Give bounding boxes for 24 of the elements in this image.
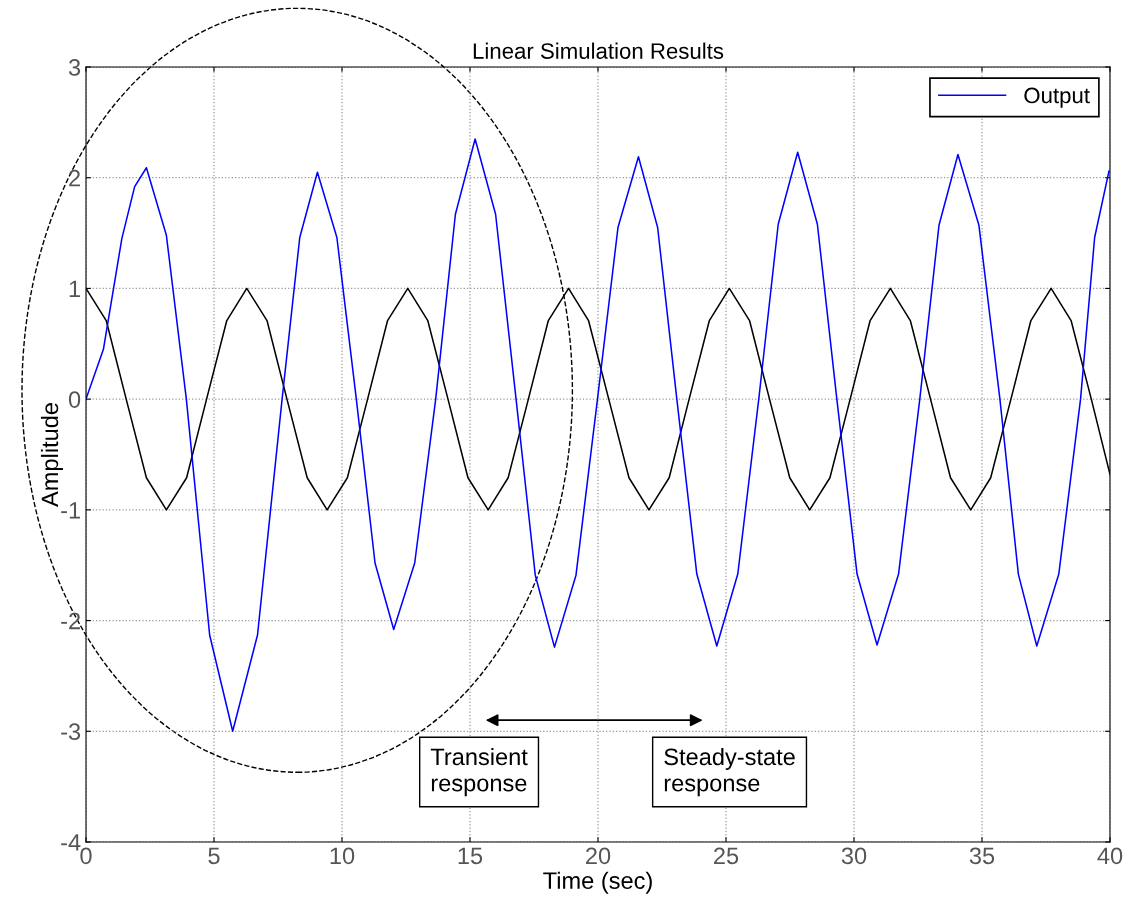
x-tick-label: 30 (841, 847, 867, 865)
x-tick-label: 10 (330, 847, 355, 865)
y-tick-label: -2 (61, 612, 80, 630)
annotation: Steady-state response (664, 747, 795, 797)
x-tick-label: 35 (969, 847, 995, 865)
y-tick-label: 3 (68, 59, 81, 76)
x-tick-label: 5 (208, 847, 220, 865)
x-axis-title: Time (sec) (543, 871, 652, 894)
y-tick-label: 0 (68, 391, 81, 408)
line-series (86, 138, 1110, 733)
y-tick-label: -1 (61, 502, 80, 519)
y-tick-label: -3 (61, 723, 81, 741)
y-tick-label: 1 (69, 280, 80, 297)
y-axis-title: Amplitude (40, 403, 63, 507)
y-tick-label: -4 (61, 834, 81, 851)
annotation: Transient response (430, 747, 528, 797)
x-tick-label: 25 (714, 847, 739, 865)
x-tick-label: 20 (586, 847, 611, 865)
x-tick-label: 15 (458, 847, 483, 865)
y-tick-label: 2 (69, 169, 80, 187)
x-tick-label: 40 (1097, 847, 1123, 865)
legend-label: Output (1024, 87, 1090, 108)
x-tick-label: 0 (80, 847, 92, 865)
chart-title: Linear Simulation Results (473, 42, 724, 59)
